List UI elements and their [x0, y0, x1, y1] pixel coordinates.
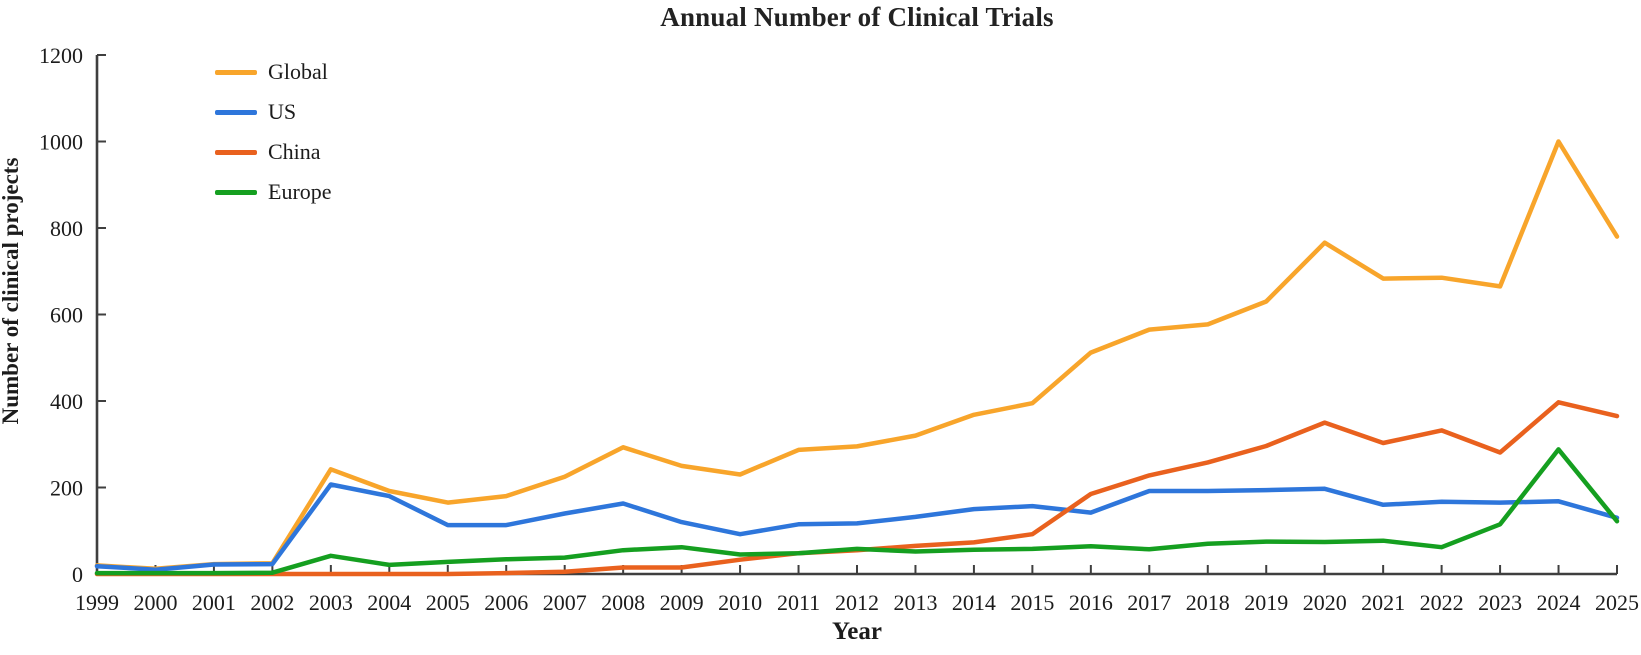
legend-label-us: US: [268, 99, 297, 124]
x-tick-label: 2013: [893, 590, 937, 615]
legend-label-global: Global: [268, 59, 328, 84]
legend-swatch-global: [215, 69, 257, 75]
x-tick-label: 2016: [1069, 590, 1113, 615]
x-tick-label: 2017: [1127, 590, 1171, 615]
legend-label-europe: Europe: [268, 179, 332, 204]
legend-swatch-china: [215, 149, 257, 155]
x-tick-label: 2021: [1361, 590, 1405, 615]
series-line-us: [94, 482, 1620, 572]
x-tick-label: 2003: [309, 590, 353, 615]
x-tick-label: 2008: [601, 590, 645, 615]
x-tick-label: 2012: [835, 590, 879, 615]
x-tick-label: 2006: [484, 590, 528, 615]
y-tick-label: 1200: [39, 43, 83, 68]
x-tick-label: 2007: [543, 590, 587, 615]
legend-swatch-us: [215, 109, 257, 115]
x-tick-label: 2009: [660, 590, 704, 615]
series-line-europe: [94, 447, 1620, 576]
legend-item: Europe: [215, 172, 332, 212]
x-tick-label: 2002: [250, 590, 294, 615]
x-tick-label: 2015: [1010, 590, 1054, 615]
chart-title: Annual Number of Clinical Trials: [660, 2, 1054, 32]
y-tick-label: 400: [50, 389, 83, 414]
x-tick-label: 2000: [133, 590, 177, 615]
y-tick-label: 0: [72, 562, 83, 587]
x-tick-label: 2023: [1478, 590, 1522, 615]
x-tick-label: 2004: [367, 590, 411, 615]
legend: Global US China Europe: [215, 52, 332, 212]
x-tick-label: 2022: [1420, 590, 1464, 615]
x-tick-label: 2020: [1303, 590, 1347, 615]
legend-item: US: [215, 92, 332, 132]
y-tick-label: 200: [50, 476, 83, 501]
series-line-global: [94, 139, 1620, 572]
y-tick-label: 800: [50, 216, 83, 241]
x-tick-label: 2019: [1244, 590, 1288, 615]
y-tick-label: 600: [50, 303, 83, 328]
y-tick-label: 1000: [39, 130, 83, 155]
x-tick-label: 2024: [1537, 590, 1581, 615]
x-tick-label: 2011: [777, 590, 820, 615]
legend-swatch-europe: [215, 189, 257, 195]
x-tick-label: 2005: [426, 590, 470, 615]
legend-item: China: [215, 132, 332, 172]
x-tick-label: 2025: [1595, 590, 1639, 615]
legend-item: Global: [215, 52, 332, 92]
x-axis-title: Year: [832, 618, 882, 645]
x-tick-label: 1999: [75, 590, 119, 615]
x-tick-label: 2010: [718, 590, 762, 615]
x-tick-label: 2014: [952, 590, 996, 615]
legend-label-china: China: [268, 139, 321, 164]
x-tick-label: 2001: [192, 590, 236, 615]
x-tick-label: 2018: [1186, 590, 1230, 615]
